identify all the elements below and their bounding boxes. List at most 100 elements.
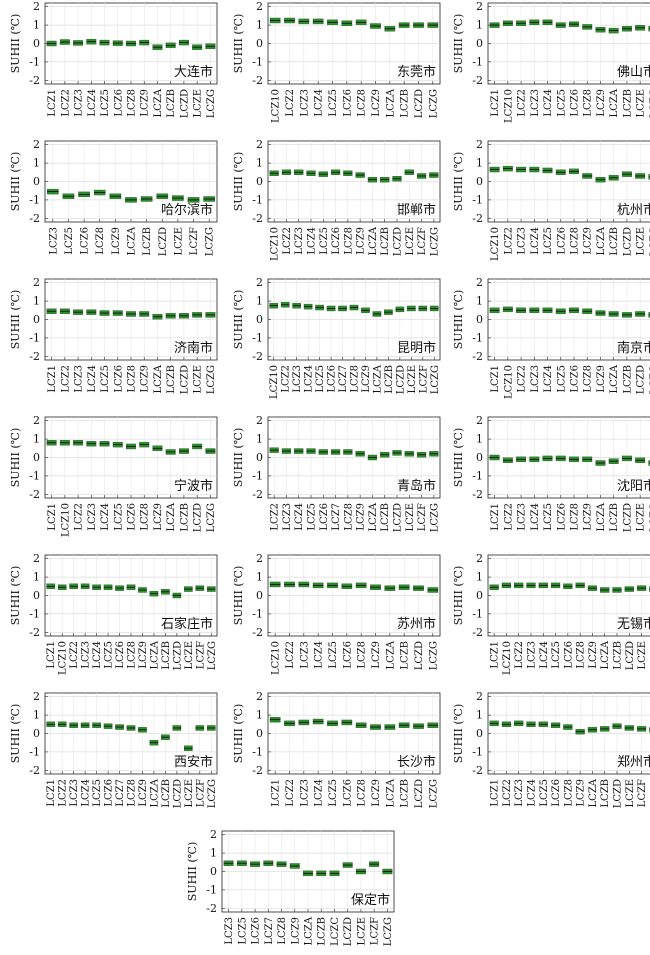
x-tick-label: LCZ5 (237, 917, 248, 945)
x-tick-label: LCZ3 (530, 89, 541, 117)
city-title: 青岛市 (397, 478, 436, 494)
x-tick-label: LCZ4 (543, 89, 554, 117)
x-tick-label: LCZA (127, 226, 138, 255)
y-tick-label: -2 (252, 350, 263, 363)
x-tick-label: LCZE (637, 641, 648, 670)
x-tick-label: LCZ5 (328, 89, 339, 117)
x-tick-label: LCZG (207, 641, 218, 670)
y-axis-label: SUHII (℃) (232, 566, 245, 625)
x-tick-label: LCZA (596, 226, 607, 255)
x-tick-label: LCZD (172, 779, 183, 808)
x-tick-label: LCZ9 (138, 779, 149, 807)
x-tick-label: LCZ8 (95, 227, 106, 255)
y-tick-label: 1 (476, 571, 483, 584)
y-tick-label: -2 (29, 626, 40, 639)
x-tick-label: LCZD (179, 365, 190, 394)
x-tick-label: LCZ5 (319, 227, 330, 255)
x-tick-label: LCZD (414, 779, 425, 808)
y-tick-label: -1 (29, 193, 40, 206)
x-tick-label: LCZD (414, 641, 425, 670)
x-tick-label: LCZA (153, 88, 164, 117)
x-tick-label: LCZ4 (307, 227, 318, 255)
y-axis-label: SUHII (℃) (232, 704, 245, 763)
x-tick-label: LCZ2 (285, 641, 296, 669)
y-tick-label: 0 (33, 589, 40, 602)
x-tick-label: LCZA (600, 640, 611, 669)
y-tick-label: -1 (29, 331, 40, 344)
x-tick-label: LCZ9 (356, 503, 367, 531)
x-tick-label: LCZD (622, 503, 633, 532)
x-tick-label: LCZD (172, 641, 183, 670)
x-tick-label: LCZ2 (503, 227, 514, 255)
x-tick-label: LCZ1 (490, 641, 501, 669)
x-tick-label: LCZD (414, 89, 425, 118)
x-tick-label: LCZD (636, 365, 647, 394)
x-tick-label: LCZ2 (514, 641, 525, 669)
x-tick-label: LCZ2 (281, 365, 292, 393)
x-tick-label: LCZ1 (46, 641, 57, 669)
x-tick-label: LCZB (600, 779, 611, 808)
y-axis-label: SUHII (℃) (452, 704, 465, 763)
x-tick-label: LCZG (206, 365, 217, 394)
x-tick-label: LCZ8 (357, 89, 368, 117)
x-tick-label: LCZ9 (576, 779, 587, 807)
x-tick-label: LCZ1 (47, 89, 58, 117)
y-axis-label: SUHII (℃) (9, 704, 22, 763)
y-tick-label: -1 (252, 193, 263, 206)
x-tick-label: LCZG (430, 365, 441, 394)
y-tick-label: 1 (33, 295, 40, 308)
x-tick-label: LCZ8 (563, 779, 574, 807)
x-tick-label: LCZ2 (517, 89, 528, 117)
y-tick-label: -2 (252, 626, 263, 639)
x-tick-label: LCZ9 (583, 503, 594, 531)
x-tick-label: LCZG (383, 917, 394, 946)
x-tick-label: LCZC (330, 917, 341, 946)
y-tick-label: -1 (472, 607, 483, 620)
x-tick-label: LCZF (195, 641, 206, 669)
y-tick-label: 1 (33, 709, 40, 722)
x-tick-label: LCZ6 (127, 503, 138, 531)
x-tick-label: LCZA (385, 88, 396, 117)
x-tick-label: LCZ6 (342, 641, 353, 669)
x-tick-label: LCZ2 (517, 365, 528, 393)
x-tick-label: LCZB (317, 917, 328, 946)
x-tick-label: LCZB (166, 89, 177, 118)
x-tick-label: LCZ4 (314, 779, 325, 807)
x-tick-label: LCZ4 (530, 227, 541, 255)
x-tick-label: LCZ5 (113, 503, 124, 531)
y-axis-label: SUHII (℃) (9, 566, 22, 625)
y-axis-label: SUHII (℃) (232, 152, 245, 211)
x-tick-label: LCZ10 (269, 365, 280, 399)
x-tick-label: LCZ3 (527, 641, 538, 669)
y-tick-label: -2 (472, 74, 483, 87)
x-tick-label: LCZE (184, 641, 195, 670)
x-tick-label: LCZ3 (517, 503, 528, 531)
x-tick-label: LCZ8 (357, 641, 368, 669)
y-tick-label: 2 (33, 552, 40, 565)
x-tick-label: LCZ2 (60, 89, 71, 117)
x-tick-label: LCZ2 (60, 365, 71, 393)
x-tick-label: LCZ3 (292, 365, 303, 393)
y-tick-label: 2 (33, 138, 40, 151)
x-tick-label: LCZ5 (92, 779, 103, 807)
y-tick-label: -1 (252, 607, 263, 620)
y-axis-label: SUHII (℃) (186, 842, 199, 901)
y-tick-label: -2 (472, 626, 483, 639)
y-tick-label: 0 (210, 865, 217, 878)
x-tick-label: LCZA (149, 778, 160, 807)
x-tick-label: LCZG (649, 365, 650, 394)
x-tick-label: LCZ5 (539, 779, 550, 807)
x-tick-label: LCZ9 (371, 779, 382, 807)
x-tick-label: LCZ8 (140, 503, 151, 531)
city-title: 宁波市 (174, 478, 213, 494)
x-tick-label: LCZE (405, 227, 416, 256)
x-tick-label: LCZ2 (285, 89, 296, 117)
y-tick-label: -2 (252, 74, 263, 87)
y-tick-label: 0 (33, 37, 40, 50)
y-tick-label: 2 (33, 0, 40, 13)
